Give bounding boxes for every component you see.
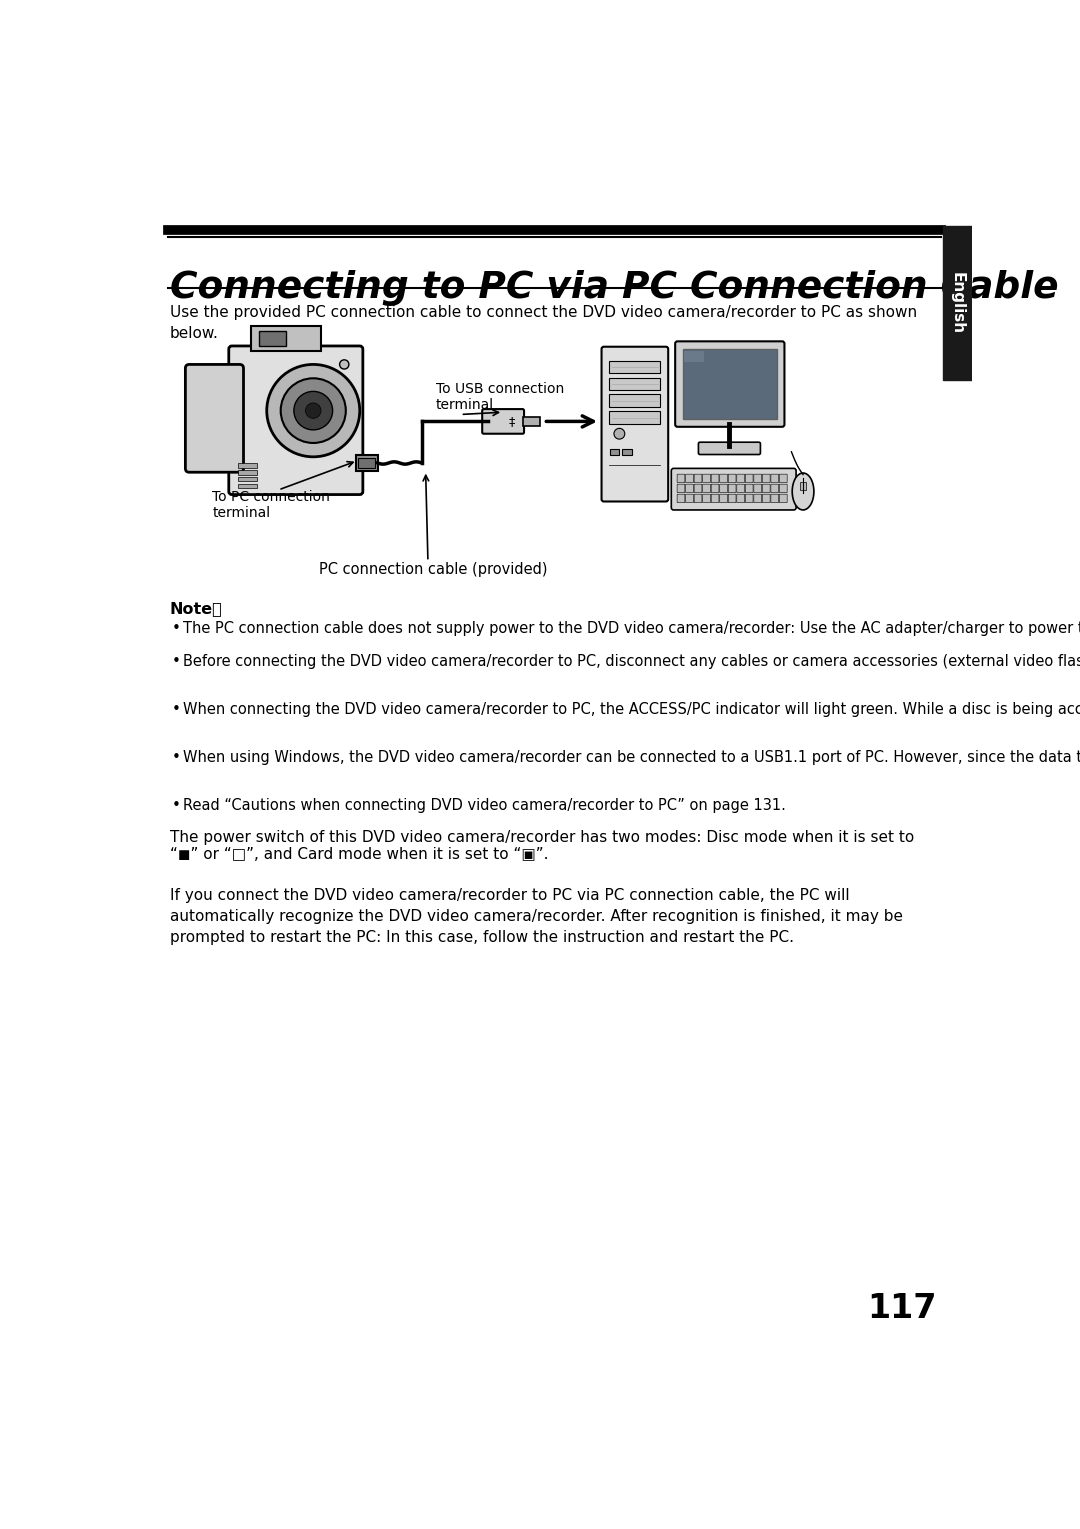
Circle shape (267, 364, 360, 457)
Circle shape (339, 359, 349, 368)
Bar (359, 457, 375, 468)
FancyBboxPatch shape (703, 494, 711, 503)
FancyBboxPatch shape (703, 485, 711, 492)
FancyBboxPatch shape (719, 494, 728, 503)
Bar (609, 394, 661, 407)
FancyBboxPatch shape (694, 494, 702, 503)
FancyBboxPatch shape (762, 494, 770, 503)
FancyBboxPatch shape (186, 364, 243, 472)
Bar (609, 378, 661, 390)
Bar (609, 361, 661, 373)
FancyBboxPatch shape (771, 494, 779, 503)
Text: To USB connection
terminal: To USB connection terminal (435, 382, 564, 413)
Text: •: • (172, 751, 180, 764)
Text: The power switch of this DVD video camera/recorder has two modes: Disc mode when: The power switch of this DVD video camer… (170, 830, 914, 846)
FancyBboxPatch shape (728, 485, 735, 492)
Ellipse shape (793, 472, 814, 511)
FancyBboxPatch shape (703, 474, 711, 483)
Text: PC connection cable (provided): PC connection cable (provided) (319, 563, 548, 578)
Text: Connecting to PC via PC Connection Cable: Connecting to PC via PC Connection Cable (170, 269, 1058, 306)
FancyBboxPatch shape (754, 474, 761, 483)
Bar (610, 450, 619, 456)
FancyBboxPatch shape (745, 474, 753, 483)
FancyBboxPatch shape (754, 494, 761, 503)
Text: Use the provided PC connection cable to connect the DVD video camera/recorder to: Use the provided PC connection cable to … (170, 306, 917, 341)
FancyBboxPatch shape (686, 494, 693, 503)
FancyBboxPatch shape (762, 485, 770, 492)
Text: When connecting the DVD video camera/recorder to PC, the ACCESS/PC indicator wil: When connecting the DVD video camera/rec… (183, 702, 1080, 717)
Bar (238, 463, 257, 468)
FancyBboxPatch shape (677, 494, 685, 503)
FancyBboxPatch shape (229, 346, 363, 494)
FancyBboxPatch shape (672, 468, 796, 511)
Bar (238, 477, 257, 482)
Bar (685, 350, 704, 362)
Text: Read “Cautions when connecting DVD video camera/recorder to PC” on page 131.: Read “Cautions when connecting DVD video… (183, 798, 786, 813)
FancyBboxPatch shape (737, 485, 744, 492)
Text: Note：: Note： (170, 601, 222, 616)
Bar (238, 483, 257, 488)
FancyBboxPatch shape (712, 494, 719, 503)
FancyBboxPatch shape (728, 474, 735, 483)
Bar (356, 456, 378, 471)
FancyBboxPatch shape (686, 474, 693, 483)
Bar (238, 469, 257, 474)
FancyBboxPatch shape (712, 474, 719, 483)
FancyBboxPatch shape (719, 485, 728, 492)
FancyBboxPatch shape (686, 485, 693, 492)
Bar (609, 411, 661, 424)
FancyBboxPatch shape (745, 494, 753, 503)
FancyBboxPatch shape (719, 474, 728, 483)
FancyBboxPatch shape (737, 474, 744, 483)
Text: •: • (172, 702, 180, 717)
FancyBboxPatch shape (482, 410, 524, 434)
FancyBboxPatch shape (699, 442, 760, 454)
Bar (252, 326, 321, 350)
Text: 117: 117 (867, 1292, 937, 1324)
Text: •: • (172, 798, 180, 813)
FancyBboxPatch shape (754, 485, 761, 492)
Text: •: • (172, 654, 180, 670)
FancyBboxPatch shape (762, 474, 770, 483)
FancyBboxPatch shape (737, 494, 744, 503)
Circle shape (613, 428, 625, 439)
FancyBboxPatch shape (780, 494, 787, 503)
Bar (800, 482, 806, 489)
FancyBboxPatch shape (771, 485, 779, 492)
Circle shape (294, 391, 333, 430)
Text: If you connect the DVD video camera/recorder to PC via PC connection cable, the : If you connect the DVD video camera/reco… (170, 888, 903, 945)
Text: •: • (172, 621, 180, 636)
FancyBboxPatch shape (677, 485, 685, 492)
Circle shape (281, 378, 346, 443)
Circle shape (306, 404, 321, 419)
Text: To PC connection
terminal: To PC connection terminal (213, 489, 330, 520)
Text: The PC connection cable does not supply power to the DVD video camera/recorder: : The PC connection cable does not supply … (183, 621, 1080, 636)
FancyBboxPatch shape (728, 494, 735, 503)
Text: ‡: ‡ (509, 414, 515, 428)
FancyBboxPatch shape (694, 485, 702, 492)
Bar (259, 330, 286, 346)
Bar (622, 450, 632, 456)
FancyBboxPatch shape (712, 485, 719, 492)
FancyBboxPatch shape (780, 474, 787, 483)
Text: When using Windows, the DVD video camera/recorder can be connected to a USB1.1 p: When using Windows, the DVD video camera… (183, 751, 1080, 764)
Bar (683, 349, 777, 419)
Text: English: English (949, 272, 964, 333)
FancyBboxPatch shape (675, 341, 784, 427)
FancyBboxPatch shape (780, 485, 787, 492)
Bar (943, 226, 972, 379)
Text: “◼” or “□”, and Card mode when it is set to “▣”.: “◼” or “□”, and Card mode when it is set… (170, 847, 549, 862)
Text: Before connecting the DVD video camera/recorder to PC, disconnect any cables or : Before connecting the DVD video camera/r… (183, 654, 1080, 670)
FancyBboxPatch shape (745, 485, 753, 492)
FancyBboxPatch shape (602, 347, 669, 502)
FancyBboxPatch shape (677, 474, 685, 483)
FancyBboxPatch shape (771, 474, 779, 483)
Bar (523, 417, 540, 427)
FancyBboxPatch shape (694, 474, 702, 483)
